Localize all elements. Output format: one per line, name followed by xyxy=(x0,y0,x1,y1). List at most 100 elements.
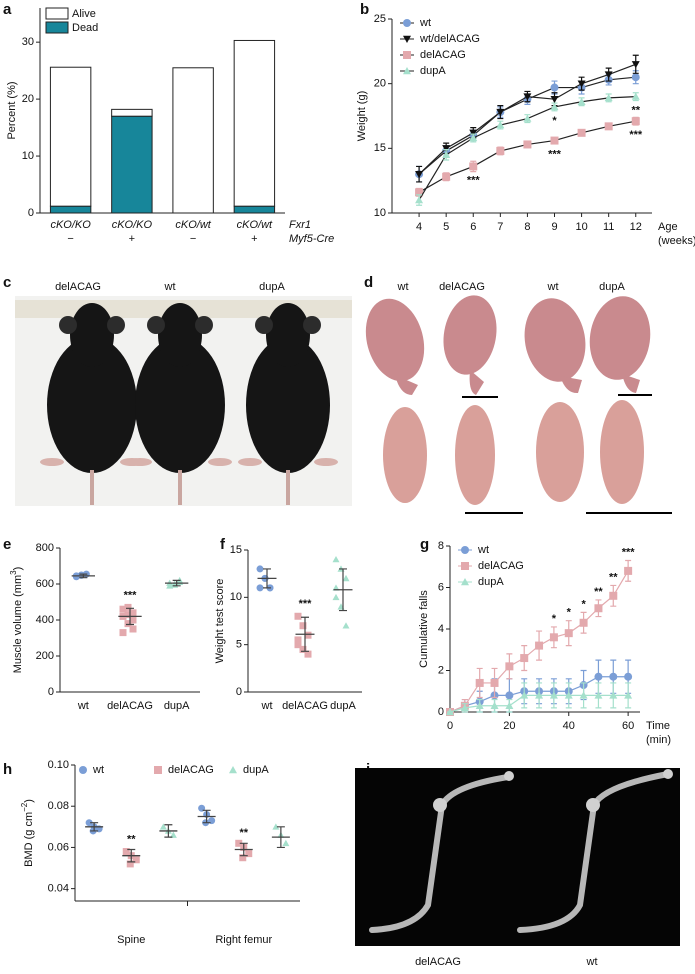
x-tick-label: dupA xyxy=(330,700,356,712)
marker xyxy=(594,604,603,613)
y-tick-label: 0 xyxy=(48,686,54,698)
marker xyxy=(119,605,127,613)
marker xyxy=(523,140,532,149)
x-axis-label: Time xyxy=(646,720,670,732)
error-bar xyxy=(164,824,173,838)
bar-segment xyxy=(172,67,214,214)
x-tick-label: 8 xyxy=(524,221,530,233)
y-tick-label: 600 xyxy=(36,578,54,590)
error-bar xyxy=(239,842,248,857)
marker xyxy=(159,823,167,830)
marker xyxy=(624,691,633,699)
significance: * xyxy=(552,613,557,625)
marker xyxy=(490,701,499,709)
panel-letter: g xyxy=(420,536,429,553)
x-tick-label: 20 xyxy=(503,720,515,732)
marker xyxy=(446,708,454,716)
x-tick-label: − xyxy=(67,233,73,245)
label-part: Weight (g) xyxy=(356,91,368,142)
marker xyxy=(505,662,514,671)
superscript: 3 xyxy=(9,570,18,575)
significance: ** xyxy=(609,571,618,583)
marker xyxy=(475,678,484,687)
y-tick-label: 6 xyxy=(438,581,444,593)
y-tick-label: 800 xyxy=(36,542,54,554)
label-part: Cumulative falls xyxy=(418,590,430,668)
x-tick-label: 5 xyxy=(443,221,449,233)
legend-marker xyxy=(229,766,237,774)
marker xyxy=(535,641,544,650)
marker xyxy=(609,591,618,600)
x-tick-label: wt xyxy=(77,700,89,712)
marker xyxy=(564,629,573,638)
error-bar xyxy=(90,822,99,832)
error-bar xyxy=(79,573,88,579)
marker xyxy=(577,128,586,137)
marker xyxy=(577,97,586,105)
marker xyxy=(256,565,264,573)
x-tick-label: 11 xyxy=(603,221,614,233)
significance: *** xyxy=(124,589,138,601)
marker xyxy=(523,93,532,101)
legend-label: delACAG xyxy=(420,49,466,61)
y-tick-label: 10 xyxy=(22,150,34,162)
marker xyxy=(520,654,529,663)
legend-swatch xyxy=(45,7,69,20)
photo-label: wt xyxy=(397,281,409,293)
y-tick-label: 0.08 xyxy=(48,800,69,812)
y-tick-label: 0.06 xyxy=(48,841,69,853)
marker xyxy=(564,691,573,699)
legend-label: wt/delACAG xyxy=(419,33,480,45)
marker xyxy=(550,83,559,92)
muscle-photo xyxy=(365,295,672,514)
marker xyxy=(523,114,532,122)
x-tick-label: 9 xyxy=(551,221,557,233)
marker xyxy=(475,701,484,709)
significance: * xyxy=(567,607,572,619)
legend-label: Dead xyxy=(72,22,98,34)
x-tick-label: 12 xyxy=(630,221,642,233)
y-tick-label: 0.04 xyxy=(48,883,69,895)
error-bar xyxy=(301,616,309,652)
x-tick-label: 40 xyxy=(563,720,575,732)
marker xyxy=(294,636,302,644)
marker xyxy=(304,650,312,658)
legend-label: Alive xyxy=(72,8,96,20)
xray-image xyxy=(355,768,680,946)
x-tick-label: cKO/KO xyxy=(112,219,153,231)
marker xyxy=(235,839,243,847)
marker xyxy=(272,823,280,830)
x-tick-label: − xyxy=(190,233,196,245)
error-bar xyxy=(172,579,181,587)
y-tick-label: 0 xyxy=(236,686,242,698)
x-tick-label: 4 xyxy=(416,221,422,233)
legend-marker xyxy=(403,51,411,59)
legend-label: wt xyxy=(92,764,104,776)
marker xyxy=(469,129,478,137)
marker xyxy=(129,609,137,617)
legend-marker xyxy=(461,562,469,570)
legend-marker xyxy=(403,19,411,27)
marker xyxy=(239,854,247,862)
marker xyxy=(505,701,514,709)
bar-segment xyxy=(111,115,153,214)
legend-marker xyxy=(403,35,411,43)
marker xyxy=(442,172,451,181)
marker xyxy=(579,618,588,627)
y-tick-label: 10 xyxy=(230,591,242,603)
marker xyxy=(604,93,613,102)
panel-letter: d xyxy=(364,274,373,291)
y-tick-label: 2 xyxy=(438,664,444,676)
marker xyxy=(122,848,130,856)
x-tick-label: 7 xyxy=(497,221,503,233)
legend-swatch xyxy=(45,21,69,34)
marker xyxy=(415,196,424,204)
marker xyxy=(282,839,290,847)
y-tick-label: 200 xyxy=(36,650,54,662)
legend-marker xyxy=(403,67,411,75)
x-tick-label: cKO/KO xyxy=(50,219,91,231)
x-tick-label: + xyxy=(129,233,135,245)
photo-label: wt xyxy=(547,281,559,293)
x-tick-label: cKO/wt xyxy=(237,219,273,231)
